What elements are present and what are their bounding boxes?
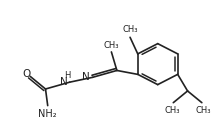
Text: O: O [22,69,30,79]
Text: N: N [82,72,90,82]
Text: N: N [60,77,67,87]
Text: CH₃: CH₃ [164,106,180,115]
Text: NH₂: NH₂ [38,109,57,119]
Text: CH₃: CH₃ [104,41,119,50]
Text: H: H [64,71,71,80]
Text: CH₃: CH₃ [195,106,211,115]
Text: CH₃: CH₃ [122,25,138,34]
